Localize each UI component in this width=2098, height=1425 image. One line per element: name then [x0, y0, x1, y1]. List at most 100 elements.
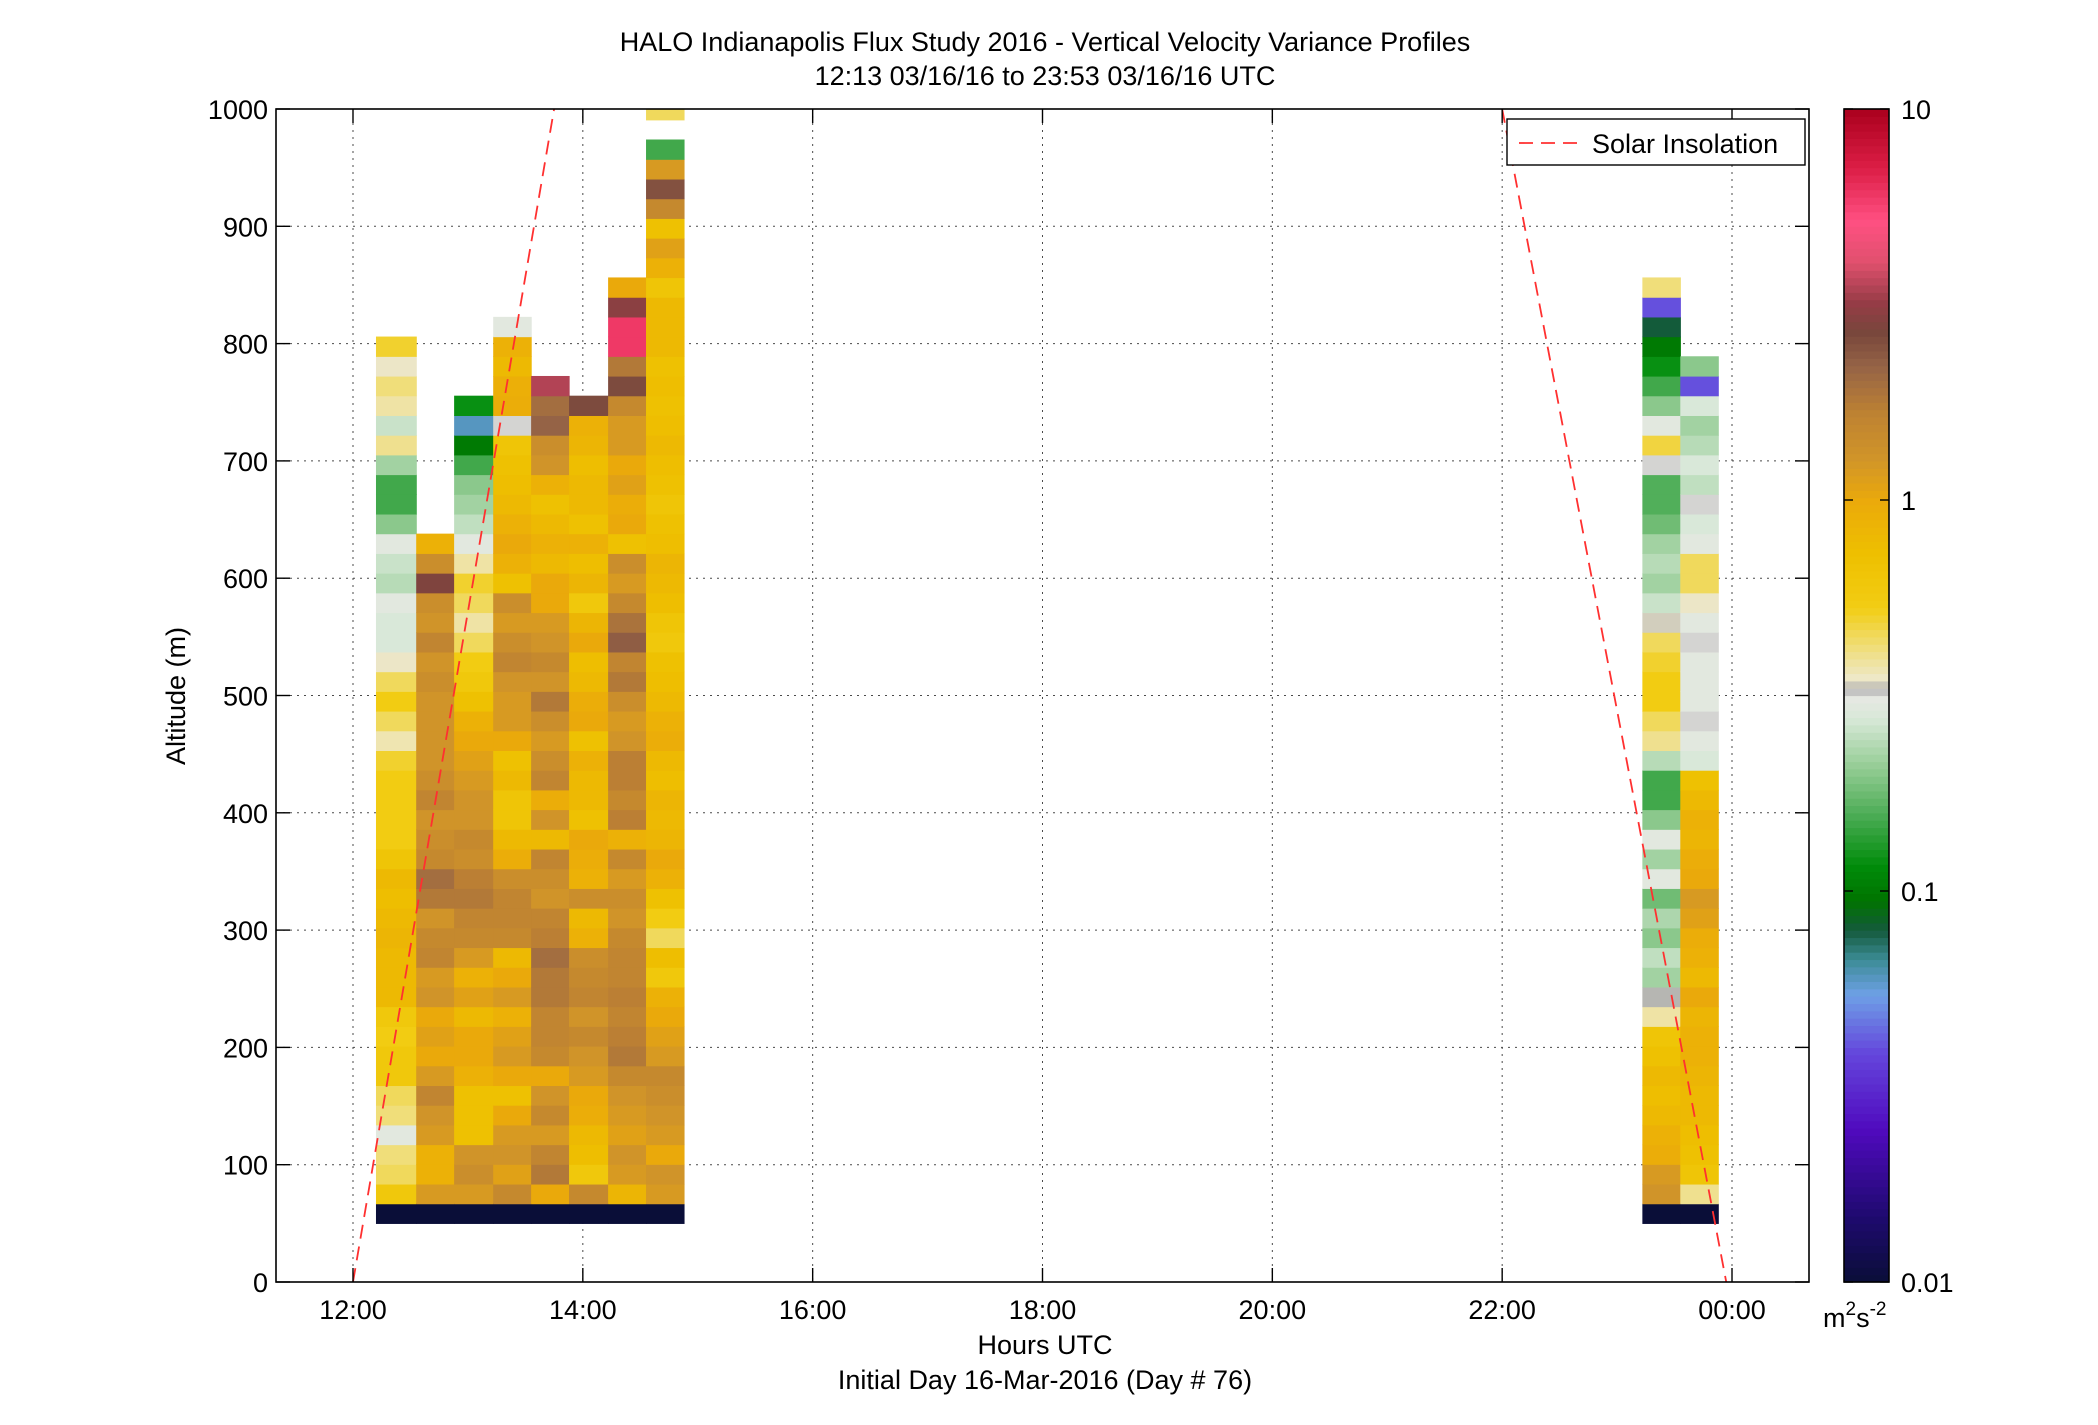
- heatmap-cell: [493, 1026, 532, 1047]
- colorbar-segment: [1844, 974, 1889, 983]
- heatmap-cell: [569, 1065, 609, 1087]
- heatmap-cell: [569, 1164, 609, 1185]
- heatmap-cell: [1680, 1144, 1719, 1165]
- y-tick-label: 1000: [208, 95, 268, 125]
- heatmap-cell: [531, 770, 570, 791]
- heatmap-cell: [531, 375, 570, 397]
- heatmap-cell: [531, 671, 570, 692]
- heatmap-cell: [608, 986, 647, 1008]
- heatmap-cell: [416, 927, 455, 949]
- heatmap-cell: [646, 573, 685, 594]
- heatmap-cell: [375, 1045, 417, 1067]
- heatmap-cell: [531, 908, 570, 929]
- colorbar-segment: [1844, 1120, 1889, 1129]
- colorbar-segment: [1844, 717, 1889, 726]
- colorbar-segment: [1844, 1252, 1889, 1261]
- colorbar-segment: [1844, 233, 1889, 242]
- heatmap-cell: [1642, 513, 1681, 535]
- heatmap-cell: [1642, 770, 1681, 791]
- heatmap-cell: [608, 297, 647, 318]
- heatmap-cell: [646, 513, 685, 535]
- colorbar-segment: [1844, 394, 1889, 403]
- heatmap-cell: [416, 691, 455, 712]
- heatmap-cell: [454, 730, 494, 751]
- heatmap-cell: [454, 750, 494, 771]
- heatmap-cell: [454, 573, 494, 594]
- heatmap-cell: [646, 986, 685, 1008]
- colorbar-segment: [1844, 651, 1889, 660]
- heatmap-cell: [569, 553, 609, 574]
- y-tick-label: 700: [223, 447, 268, 477]
- heatmap-cell: [454, 651, 494, 673]
- heatmap-cell: [375, 671, 417, 692]
- heatmap-cell: [1642, 1026, 1681, 1047]
- heatmap-cell: [569, 435, 609, 456]
- heatmap-cell: [569, 1105, 609, 1126]
- heatmap-cell: [493, 375, 532, 397]
- heatmap-cell: [375, 435, 417, 456]
- heatmap-cell: [493, 454, 532, 476]
- colorbar-tick-label: 0.01: [1901, 1268, 1954, 1298]
- heatmap-cell: [493, 494, 532, 515]
- heatmap-cell: [1642, 1203, 1681, 1224]
- colorbar-segment: [1844, 204, 1889, 213]
- heatmap-cell: [493, 316, 532, 338]
- heatmap-cell: [416, 1006, 455, 1027]
- heatmap-cell: [375, 710, 417, 732]
- colorbar-segment: [1844, 724, 1889, 733]
- colorbar-segment: [1844, 358, 1889, 367]
- y-tick-label: 300: [223, 916, 268, 946]
- heatmap-cell: [569, 809, 609, 830]
- heatmap-cell: [646, 1006, 685, 1027]
- heatmap-cell: [416, 533, 455, 554]
- heatmap-cell: [569, 967, 609, 988]
- colorbar-segment: [1844, 541, 1889, 550]
- heatmap-cell: [1642, 691, 1681, 712]
- colorbar-segment: [1844, 600, 1889, 609]
- heatmap-cell: [1680, 1045, 1719, 1067]
- heatmap-cell: [1680, 691, 1719, 712]
- heatmap-cell: [454, 1144, 494, 1165]
- heatmap-cell: [531, 848, 570, 870]
- colorbar-unit-exp1: 2: [1846, 1299, 1857, 1320]
- colorbar-segment: [1844, 299, 1889, 308]
- heatmap-cell: [375, 553, 417, 574]
- heatmap-cell: [646, 927, 685, 949]
- colorbar-segment: [1844, 1010, 1889, 1019]
- heatmap-cell: [493, 770, 532, 791]
- heatmap-cell: [569, 947, 609, 968]
- colorbar-segment: [1844, 688, 1889, 697]
- chart-title: HALO Indianapolis Flux Study 2016 - Vert…: [620, 27, 1470, 57]
- heatmap-cell: [1680, 612, 1719, 633]
- colorbar-segment: [1844, 710, 1889, 719]
- heatmap-cell: [1642, 494, 1681, 515]
- heatmap-cell: [1680, 671, 1719, 692]
- heatmap-cell: [454, 888, 494, 909]
- colorbar-segment: [1844, 174, 1889, 183]
- legend-box: [1506, 118, 1806, 166]
- heatmap-cell: [646, 868, 685, 889]
- colorbar-unit-mid: s: [1856, 1303, 1870, 1333]
- heatmap-cell: [569, 986, 609, 1008]
- colorbar-segment: [1844, 812, 1889, 821]
- heatmap-cell: [646, 691, 685, 712]
- heatmap-cell: [493, 1124, 532, 1146]
- heatmap-cell: [454, 1085, 494, 1106]
- colorbar-unit-base: m: [1823, 1303, 1846, 1333]
- colorbar-segment: [1844, 336, 1889, 345]
- heatmap-cell: [454, 947, 494, 968]
- heatmap-cell: [1642, 297, 1681, 318]
- heatmap-cell: [454, 1006, 494, 1027]
- heatmap-cell: [416, 651, 455, 673]
- colorbar-segment: [1844, 695, 1889, 704]
- heatmap-cell: [1680, 1006, 1719, 1027]
- colorbar-segment: [1844, 167, 1889, 176]
- heatmap-cell: [454, 671, 494, 692]
- heatmap-cell: [375, 868, 417, 889]
- solar-insolation-lines: [352, 109, 1728, 1282]
- heatmap-cell: [608, 415, 647, 436]
- colorbar-segment: [1844, 387, 1889, 396]
- colorbar-segment: [1844, 160, 1889, 169]
- colorbar-segment: [1844, 849, 1889, 858]
- heatmap-cell: [375, 1105, 417, 1126]
